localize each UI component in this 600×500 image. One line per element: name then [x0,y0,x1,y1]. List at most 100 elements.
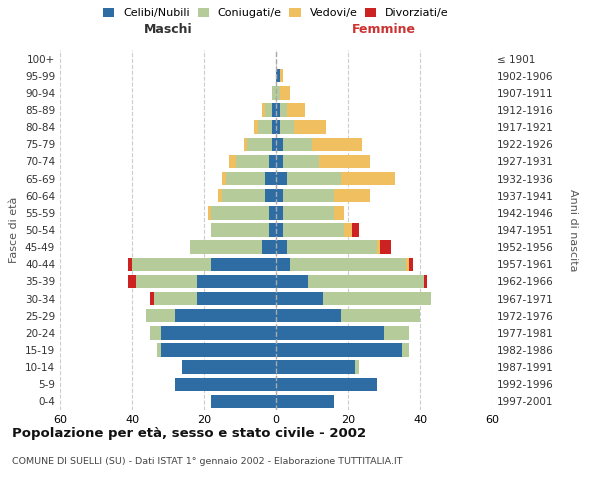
Bar [283,224,344,236]
Bar [323,292,431,306]
Bar [265,104,272,117]
Bar [211,206,269,220]
Bar [377,240,380,254]
Bar [384,326,409,340]
Bar [287,172,341,186]
Bar [175,309,276,322]
Bar [132,258,211,271]
Y-axis label: Fasce di età: Fasce di età [10,197,19,263]
Bar [290,258,406,271]
Bar [154,292,197,306]
Bar [269,154,276,168]
Bar [319,154,370,168]
Bar [262,104,265,117]
Bar [276,394,334,408]
Bar [136,274,197,288]
Y-axis label: Anni di nascita: Anni di nascita [568,188,577,271]
Bar [276,172,287,186]
Bar [294,120,326,134]
Bar [283,138,312,151]
Bar [276,344,402,356]
Bar [272,86,276,100]
Bar [222,189,265,202]
Bar [344,224,352,236]
Text: Femmine: Femmine [352,24,416,36]
Bar [276,274,308,288]
Bar [276,224,283,236]
Bar [287,104,305,117]
Bar [222,172,226,186]
Bar [229,154,236,168]
Bar [211,224,269,236]
Bar [265,189,276,202]
Bar [236,154,269,168]
Bar [269,224,276,236]
Bar [402,344,409,356]
Bar [276,69,280,82]
Text: Popolazione per età, sesso e stato civile - 2002: Popolazione per età, sesso e stato civil… [12,428,366,440]
Bar [157,344,161,356]
Text: COMUNE DI SUELLI (SU) - Dati ISTAT 1° gennaio 2002 - Elaborazione TUTTITALIA.IT: COMUNE DI SUELLI (SU) - Dati ISTAT 1° ge… [12,458,403,466]
Bar [280,104,287,117]
Bar [276,240,287,254]
Legend: Celibi/Nubili, Coniugati/e, Vedovi/e, Divorziati/e: Celibi/Nubili, Coniugati/e, Vedovi/e, Di… [101,6,451,20]
Bar [254,120,258,134]
Bar [308,274,424,288]
Bar [272,138,276,151]
Bar [341,309,420,322]
Bar [334,189,370,202]
Bar [208,206,211,220]
Bar [276,309,341,322]
Text: Maschi: Maschi [143,24,193,36]
Bar [244,138,247,151]
Bar [380,240,391,254]
Bar [287,240,377,254]
Bar [283,206,334,220]
Bar [280,86,290,100]
Bar [424,274,427,288]
Bar [280,69,283,82]
Bar [190,240,262,254]
Bar [211,394,276,408]
Bar [334,206,344,220]
Bar [150,326,161,340]
Bar [175,378,276,391]
Bar [283,154,319,168]
Bar [276,326,384,340]
Bar [276,189,283,202]
Bar [276,258,290,271]
Bar [226,172,265,186]
Bar [197,274,276,288]
Bar [146,309,175,322]
Bar [355,360,359,374]
Bar [258,120,272,134]
Bar [276,360,355,374]
Bar [182,360,276,374]
Bar [247,138,272,151]
Bar [283,189,334,202]
Bar [197,292,276,306]
Bar [272,120,276,134]
Bar [341,172,395,186]
Bar [409,258,413,271]
Bar [276,154,283,168]
Bar [262,240,276,254]
Bar [276,104,280,117]
Bar [276,206,283,220]
Bar [276,86,280,100]
Bar [269,206,276,220]
Bar [276,120,280,134]
Bar [352,224,359,236]
Bar [406,258,409,271]
Bar [150,292,154,306]
Bar [211,258,276,271]
Bar [312,138,362,151]
Bar [276,292,323,306]
Bar [128,258,132,271]
Bar [265,172,276,186]
Bar [161,326,276,340]
Bar [128,274,136,288]
Bar [218,189,222,202]
Bar [272,104,276,117]
Bar [276,138,283,151]
